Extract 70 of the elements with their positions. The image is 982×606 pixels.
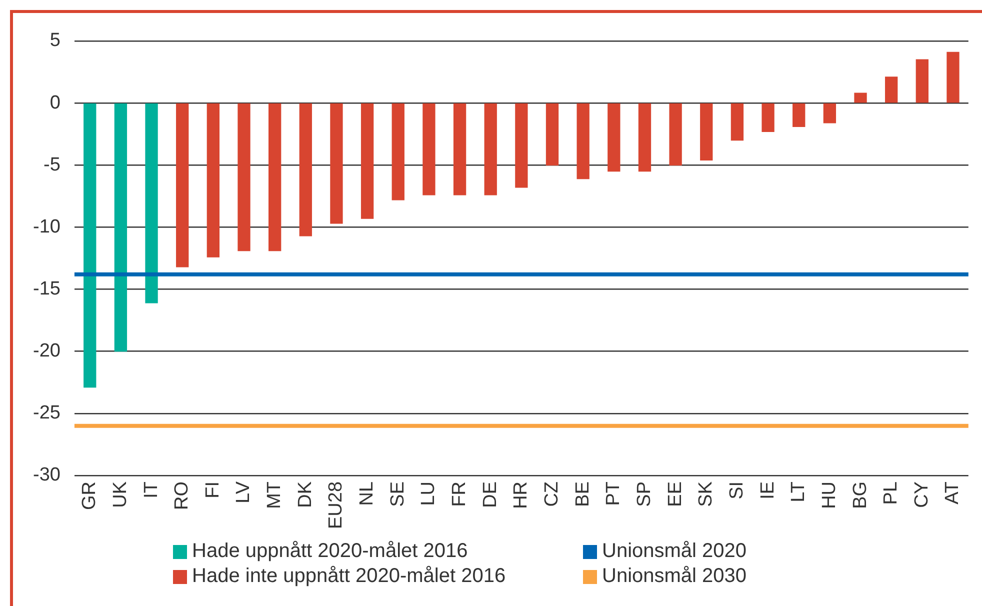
bar	[453, 103, 466, 196]
bar	[762, 103, 774, 132]
legend-label: Hade inte uppnått 2020-målet 2016	[192, 565, 506, 588]
x-tick-label: DE	[480, 481, 501, 508]
legend-label: Unionsmål 2020	[602, 540, 747, 563]
bar	[730, 103, 744, 141]
bar	[515, 103, 528, 188]
x-tick-label: HR	[510, 481, 532, 509]
x-tick-label: LV	[233, 481, 254, 504]
x-tick-label: EU28	[326, 481, 347, 530]
x-tick-label: FR	[449, 481, 470, 507]
x-tick-label: SE	[387, 481, 408, 507]
x-tick-label: UK	[110, 481, 131, 508]
x-tick-label: LT	[788, 481, 810, 502]
bar	[176, 103, 189, 268]
x-tick-label: IE	[757, 481, 778, 500]
x-tick-label: BG	[850, 481, 871, 509]
x-tick-label: SP	[634, 481, 655, 507]
legend-label: Unionsmål 2030	[602, 565, 747, 588]
x-tick-label: PT	[603, 481, 624, 506]
bar	[638, 103, 652, 172]
bar	[854, 92, 867, 103]
x-tick-label: MT	[264, 481, 286, 509]
x-tick-label: IT	[140, 481, 162, 498]
x-tick-label: NL	[356, 481, 378, 506]
x-tick-label: CY	[911, 481, 932, 508]
x-tick-label: SK	[696, 481, 717, 507]
x-tick-label: AT	[942, 481, 964, 504]
bar	[114, 103, 128, 352]
x-tick-label: PL	[880, 481, 902, 505]
legend-label: Hade uppnått 2020-målet 2016	[192, 540, 468, 563]
y-tick-label: -30	[32, 464, 60, 486]
x-tick-label: RO	[172, 481, 193, 510]
bar	[669, 103, 682, 166]
y-tick-label: 5	[50, 30, 60, 52]
y-tick-label: -25	[32, 402, 60, 424]
bar	[145, 103, 158, 304]
x-tick-label: FI	[202, 481, 224, 498]
bar	[330, 103, 343, 224]
y-tick-label: -5	[44, 154, 60, 176]
x-tick-label: DK	[294, 481, 316, 508]
bar	[546, 103, 559, 166]
x-tick-label: GR	[79, 481, 100, 510]
bar	[84, 103, 96, 388]
bar	[268, 103, 282, 252]
bar	[576, 103, 590, 180]
x-tick-label: BE	[572, 481, 594, 507]
x-tick-label: EE	[664, 481, 686, 507]
bar	[299, 103, 312, 236]
bar	[422, 103, 436, 196]
bar	[360, 103, 374, 219]
bar	[823, 103, 836, 124]
y-tick-label: -10	[32, 216, 60, 238]
bar	[608, 103, 620, 172]
bar	[700, 103, 713, 160]
y-tick-label: -15	[32, 278, 60, 300]
bar	[238, 103, 250, 252]
bar	[916, 59, 928, 103]
y-tick-label: -20	[32, 340, 60, 362]
bar	[484, 103, 497, 196]
bar	[392, 103, 404, 200]
x-tick-label: CZ	[541, 481, 562, 507]
bar	[946, 52, 960, 103]
x-tick-label: HU	[818, 481, 840, 509]
bar	[792, 103, 806, 127]
y-tick-label: 0	[50, 92, 60, 114]
x-tick-label: LU	[418, 481, 440, 506]
bar	[885, 76, 898, 103]
x-tick-label: SI	[726, 481, 748, 500]
bar	[206, 103, 220, 258]
